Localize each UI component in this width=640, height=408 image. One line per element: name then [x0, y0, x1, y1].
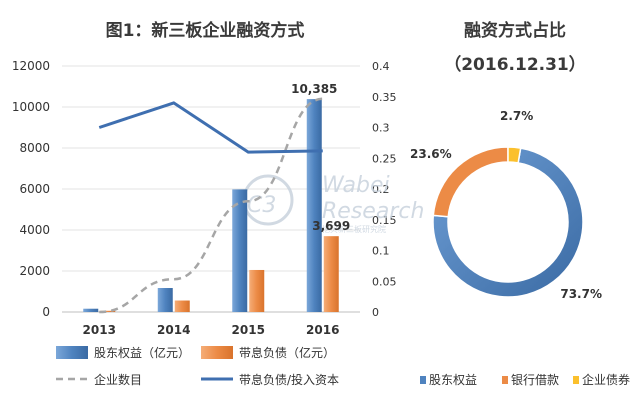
x-tick-label: 2014 — [157, 323, 190, 337]
wabei-watermark: C3 Wabei Research 挖贝新三板研究院 — [242, 173, 424, 234]
y2-tick-label: 0.25 — [372, 152, 397, 165]
x-tick-label: 2015 — [232, 323, 265, 337]
donut-layer — [432, 146, 584, 298]
donut-slice-企业债券 — [507, 146, 522, 164]
pie-label: 2.7% — [500, 109, 533, 123]
watermark-line2: Research — [322, 199, 424, 224]
y-axis-ticks: 0 2000 4000 6000 8000 10000 12000 — [12, 59, 50, 319]
x-tick-label: 2013 — [83, 323, 116, 337]
bar-debt-2014 — [174, 300, 190, 312]
legend-label: 企业数目 — [94, 372, 142, 387]
pie-legend-label: 股东权益 — [429, 373, 477, 387]
legend-label: 股东权益（亿元） — [94, 345, 190, 360]
bar-equity-2013 — [83, 308, 99, 312]
y2-tick-label: 0 — [372, 306, 379, 319]
bar-equity-2015 — [232, 189, 248, 312]
bar-equity-2014 — [157, 288, 173, 312]
y2-tick-label: 0.15 — [372, 214, 397, 227]
y-tick-label: 6000 — [19, 182, 50, 196]
pie-chart-legend: 股东权益 银行借款 企业债券 — [420, 372, 630, 387]
y-tick-label: 4000 — [19, 223, 50, 237]
data-label: 10,385 — [291, 82, 337, 96]
data-labels: 10,385 3,699 — [291, 82, 350, 233]
bar-debt-2015 — [249, 269, 265, 312]
bar-chart-title: 图1：新三板企业融资方式 — [106, 20, 305, 41]
bar-debt-2016 — [323, 236, 339, 312]
y-tick-label: 2000 — [19, 264, 50, 278]
pie-legend-swatch — [573, 376, 579, 384]
y-tick-label: 10000 — [12, 100, 50, 114]
pie-label: 73.7% — [560, 287, 602, 301]
data-label: 3,699 — [312, 219, 350, 233]
y2-tick-label: 0.4 — [372, 60, 390, 73]
watermark-line3: 挖贝新三板研究院 — [322, 224, 386, 234]
pie-labels: 73.7% 23.6% 2.7% — [410, 109, 602, 301]
line-debt-ratio — [98, 101, 323, 154]
legend-swatch — [201, 346, 233, 359]
watermark-line1: Wabei — [322, 173, 390, 198]
bar-debt-2013 — [100, 310, 116, 312]
legend-swatch — [56, 346, 88, 359]
y2-tick-label: 0.1 — [372, 245, 390, 258]
pie-chart-title: 融资方式占比 — [464, 20, 566, 41]
pie-label: 23.6% — [410, 147, 452, 161]
pie-legend-label: 银行借款 — [511, 373, 559, 387]
legend-label: 带息负债（亿元） — [239, 345, 335, 360]
pie-legend-swatch — [502, 376, 508, 384]
y-tick-label: 12000 — [12, 59, 50, 73]
y2-tick-label: 0.2 — [372, 183, 390, 196]
watermark-logo: C3 — [247, 193, 276, 218]
gridlines — [62, 65, 360, 313]
bar-chart-legend: 股东权益（亿元） 带息负债（亿元） 企业数目 带息负债/投入资本 — [56, 345, 339, 387]
x-tick-label: 2016 — [306, 323, 339, 337]
line-enterprise-count — [99, 97, 323, 314]
x-axis-ticks: 2013 2014 2015 2016 — [83, 323, 340, 337]
lines-layer — [98, 97, 323, 314]
y-tick-label: 8000 — [19, 141, 50, 155]
y2-tick-label: 0.3 — [372, 122, 390, 135]
bar-equity-2016 — [306, 99, 322, 312]
bars-layer — [83, 99, 339, 312]
donut-slice-股东权益 — [432, 147, 584, 298]
y2-tick-label: 0.05 — [372, 275, 397, 288]
pie-legend-swatch — [420, 376, 426, 384]
y2-tick-label: 0.35 — [372, 91, 397, 104]
y2-axis-ticks: 0 0.05 0.1 0.15 0.2 0.25 0.3 0.35 0.4 — [372, 60, 397, 319]
legend-label: 带息负债/投入资本 — [239, 372, 339, 387]
pie-chart-subtitle: （2016.12.31） — [444, 54, 586, 75]
pie-legend-label: 企业债券 — [582, 372, 630, 387]
y-tick-label: 0 — [42, 305, 50, 319]
